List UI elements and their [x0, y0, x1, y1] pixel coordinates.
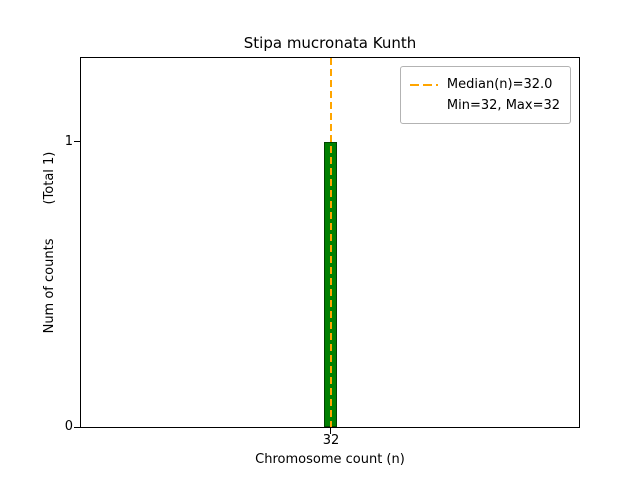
legend-entry-median: Median(n)=32.0: [409, 74, 560, 95]
legend: Median(n)=32.0 Min=32, Max=32: [399, 66, 571, 124]
y-axis-label-total: (Total 1): [42, 151, 57, 205]
x-tick-mark-32: [330, 428, 331, 434]
y-axis-label: Num of counts (Total 1): [42, 57, 58, 428]
plot-area: 32 0 1 Median(n)=32.0 Min=32, Max=32: [65, 57, 580, 448]
chart-title: Stipa mucronata Kunth: [243, 34, 417, 52]
median-line: [330, 58, 332, 427]
y-axis-label-text: Num of counts: [42, 238, 57, 334]
y-tick-label-0: 0: [64, 419, 73, 434]
median-dash-icon: [409, 83, 438, 86]
y-tick-label-1: 1: [64, 133, 73, 149]
x-tick-label-32: 32: [322, 433, 340, 448]
y-tick-mark-0: [74, 426, 80, 428]
legend-minmax-label: Min=32, Max=32: [446, 98, 560, 113]
x-axis-label: Chromosome count (n): [255, 452, 405, 467]
legend-median-label: Median(n)=32.0: [446, 77, 553, 92]
y-tick-mark-1: [74, 141, 80, 143]
